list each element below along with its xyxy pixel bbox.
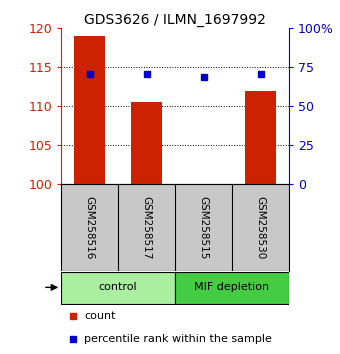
Text: GSM258515: GSM258515 xyxy=(199,196,208,259)
Text: MIF depletion: MIF depletion xyxy=(194,282,270,292)
Title: GDS3626 / ILMN_1697992: GDS3626 / ILMN_1697992 xyxy=(84,13,266,27)
Bar xyxy=(245,91,276,184)
Text: count: count xyxy=(84,311,116,321)
Text: control: control xyxy=(99,282,137,292)
Text: GSM258516: GSM258516 xyxy=(85,196,95,259)
Text: GSM258517: GSM258517 xyxy=(142,196,152,259)
Bar xyxy=(175,273,289,304)
Bar xyxy=(61,273,175,304)
Bar xyxy=(131,102,162,184)
Text: GSM258530: GSM258530 xyxy=(256,196,266,259)
Text: percentile rank within the sample: percentile rank within the sample xyxy=(84,333,272,344)
Bar xyxy=(74,36,105,184)
